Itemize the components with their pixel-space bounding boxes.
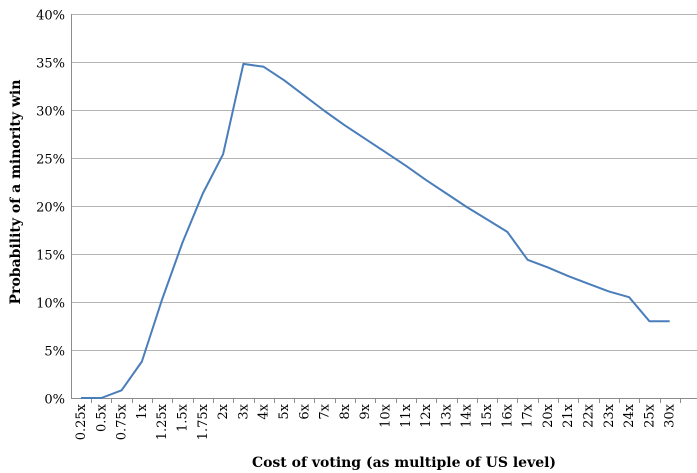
x-tick-labels: 0.25x 0.5x 0.75x 1x 1.25x 1.5x 1.75x 2x 3x 4x 5x 6x… — [74, 403, 678, 440]
x-tick-label: 30x — [663, 403, 678, 428]
x-tick-label: 10x — [379, 403, 394, 428]
x-tick-label: 1x — [135, 403, 150, 419]
gridlines — [71, 14, 697, 351]
series-line — [81, 62, 670, 399]
y-tick-label: 25% — [36, 153, 65, 168]
y-tick-label: 35% — [36, 57, 65, 72]
x-tick-label: 4x — [257, 403, 272, 419]
x-tick-label: 5x — [277, 403, 292, 419]
y-tick-labels: 0% 5% 10% 15% 20% 25% 30% 35% 40% — [36, 9, 65, 408]
x-tick-label: 12x — [419, 403, 434, 428]
x-tick-label: 20x — [541, 403, 556, 428]
x-axis-title: Cost of voting (as multiple of US level) — [252, 455, 556, 471]
x-tick-label: 17x — [521, 403, 536, 428]
y-axis-title: Probability of a minority win — [8, 80, 24, 305]
x-tick-label: 24x — [622, 403, 637, 428]
x-tick-label: 7x — [318, 403, 333, 419]
x-tick-label: 9x — [358, 403, 373, 419]
x-tick-label: 25x — [642, 403, 657, 428]
x-tick-label: 6x — [297, 403, 312, 419]
axes — [71, 14, 697, 403]
x-tick-label: 0.75x — [115, 403, 130, 440]
x-tick-label: 1.25x — [155, 403, 170, 440]
x-tick-label: 14x — [460, 403, 475, 428]
x-tick-label: 3x — [236, 403, 251, 419]
x-tick-label: 22x — [582, 403, 597, 428]
y-tick-label: 5% — [44, 345, 65, 360]
y-tick-label: 15% — [36, 249, 65, 264]
series-lines — [81, 62, 670, 399]
x-tick-label: 21x — [561, 403, 576, 428]
x-tick-label: 11x — [399, 403, 414, 428]
x-tick-label: 23x — [602, 403, 617, 428]
x-tick-label: 1.5x — [176, 403, 191, 432]
y-tick-label: 40% — [36, 9, 65, 24]
y-tick-label: 20% — [36, 201, 65, 216]
y-tick-label: 0% — [44, 393, 65, 408]
x-tick-label: 0.25x — [74, 403, 89, 440]
x-tick-label: 0.5x — [94, 403, 109, 432]
x-tick-label: 13x — [439, 403, 454, 428]
x-tick-label: 1.75x — [196, 403, 211, 440]
x-tick-label: 15x — [480, 403, 495, 428]
y-tick-label: 30% — [36, 105, 65, 120]
x-tick-label: 8x — [338, 403, 353, 419]
y-tick-label: 10% — [36, 297, 65, 312]
x-tick-label: 16x — [500, 403, 515, 428]
x-tick-label: 2x — [216, 403, 231, 419]
